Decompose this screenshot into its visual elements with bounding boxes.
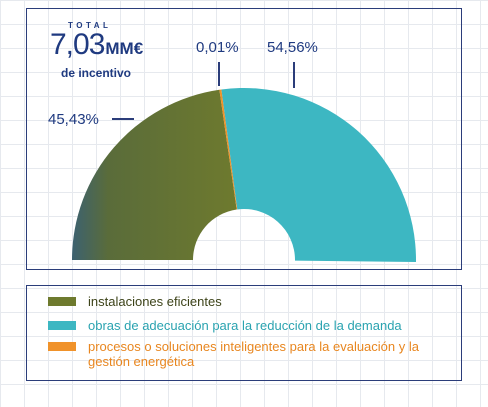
legend-item-procesos: procesos o soluciones inteligentes para … [48, 339, 458, 369]
data-label-1: 45,43% [48, 111, 99, 128]
legend-label: instalaciones eficientes [88, 294, 222, 309]
slice-1 [72, 89, 237, 260]
legend-label: obras de adecuación para la reducción de… [88, 318, 402, 333]
total-number: 7,03 [50, 28, 105, 61]
legend-item-instalaciones: instalaciones eficientes [48, 294, 222, 309]
total-subtitle: de incentivo [61, 66, 132, 80]
total-unit: MM€ [105, 39, 144, 58]
legend [26, 285, 462, 381]
total-value: 7,03MM€ [50, 30, 143, 60]
data-label-2: 0,01% [196, 39, 239, 56]
half-donut-chart: 45,43% 0,01% 54,56% [48, 39, 416, 263]
legend-swatch [48, 321, 76, 330]
chart-frame [26, 8, 462, 270]
slice-2 [219, 89, 238, 210]
slice-3 [221, 87, 416, 263]
data-label-3: 54,56% [267, 39, 318, 56]
legend-label: procesos o soluciones inteligentes para … [88, 339, 419, 369]
legend-swatch [48, 342, 76, 351]
total-label: TOTAL [68, 21, 112, 30]
legend-swatch [48, 297, 76, 306]
legend-item-obras: obras de adecuación para la reducción de… [48, 318, 402, 333]
